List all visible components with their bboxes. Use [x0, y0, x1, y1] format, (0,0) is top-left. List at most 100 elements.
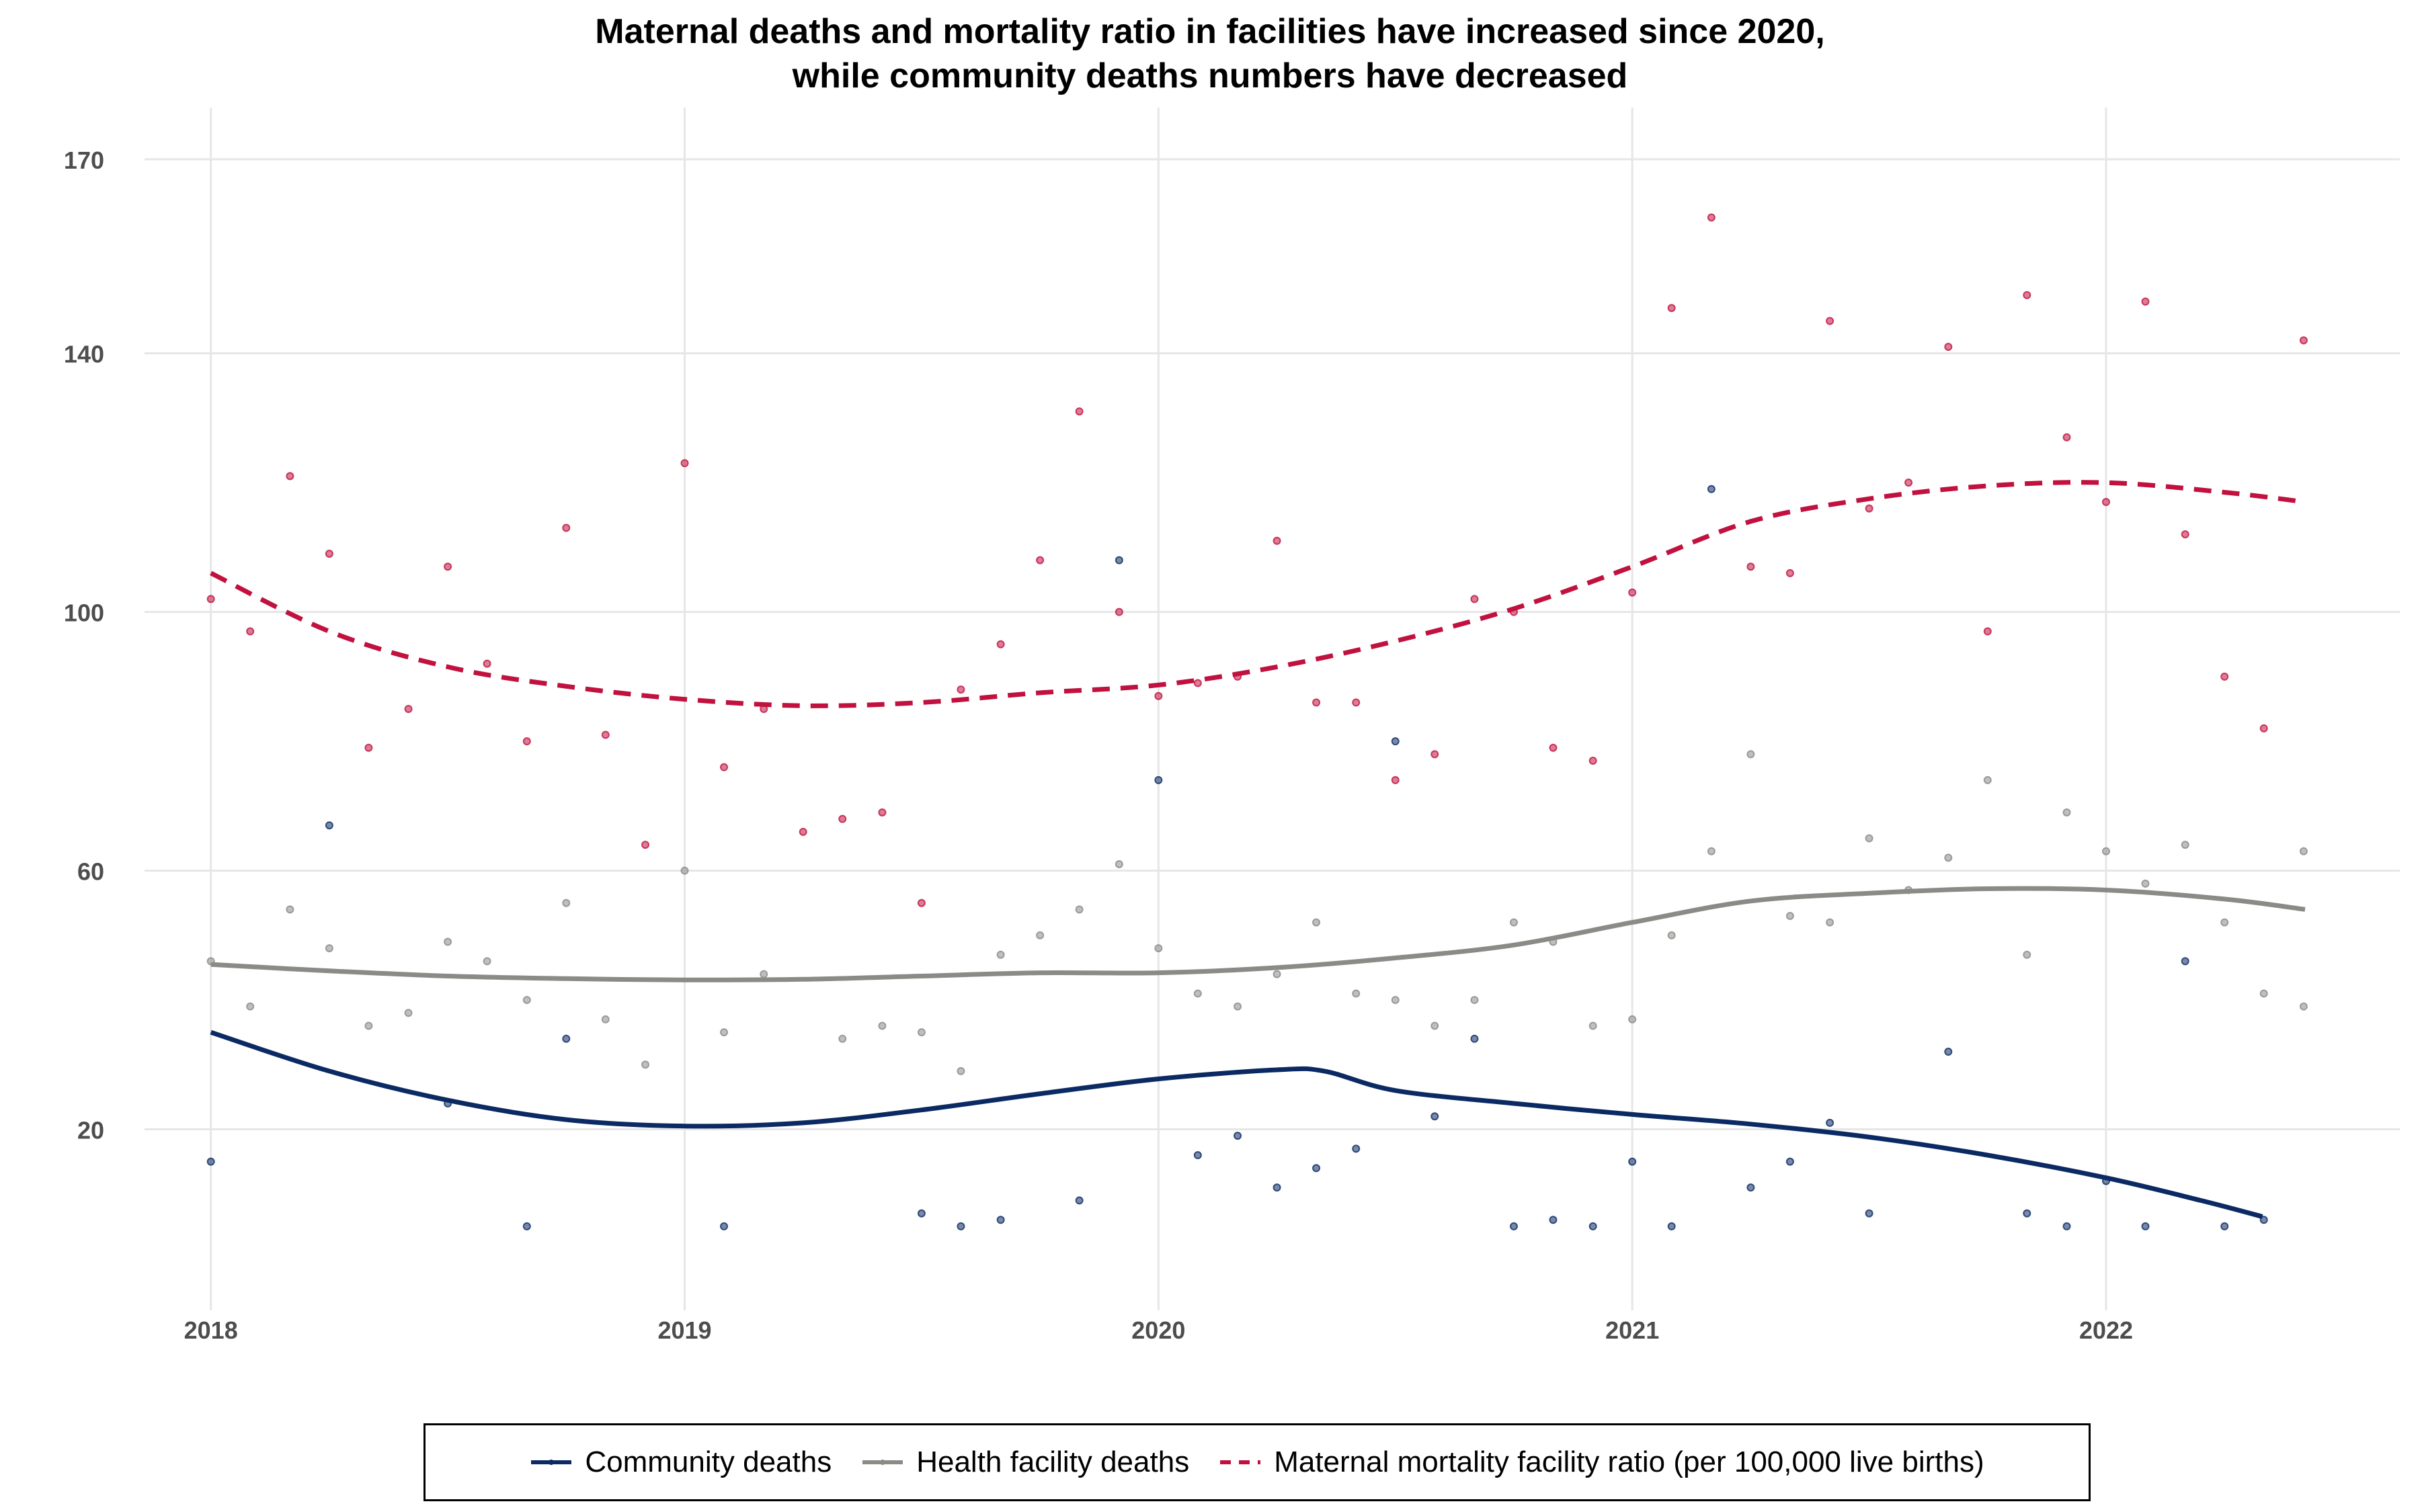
smooth-line-community-deaths [210, 1030, 2263, 1219]
point-health-facility-deaths-25 [1234, 1002, 1242, 1011]
point-community-deaths-29 [1865, 1209, 1873, 1218]
legend-key-community-deaths [531, 1460, 572, 1465]
point-maternal-mortality-facility-ratio-per-10-23 [1115, 607, 1123, 616]
point-community-deaths-0 [206, 1157, 215, 1166]
chart-title-line-1: Maternal deaths and mortality ratio in f… [595, 12, 1825, 51]
point-health-facility-deaths-45 [2023, 950, 2031, 959]
point-health-facility-deaths-52 [2299, 1002, 2308, 1011]
point-community-deaths-26 [1746, 1183, 1755, 1192]
point-health-facility-deaths-41 [1865, 834, 1873, 843]
y-tick-label-60: 60 [77, 858, 104, 886]
x-tick-label-2019: 2019 [657, 1316, 711, 1344]
point-health-facility-deaths-44 [1983, 775, 1992, 784]
chart-title-line-2: while community deaths numbers have decr… [792, 56, 1628, 95]
point-maternal-mortality-facility-ratio-per-10-31 [1430, 750, 1439, 759]
point-health-facility-deaths-40 [1826, 918, 1834, 927]
point-maternal-mortality-facility-ratio-per-10-36 [1628, 588, 1637, 597]
legend-key-maternal-mortality-ratio [1220, 1460, 1261, 1464]
point-community-deaths-17 [1391, 737, 1400, 746]
point-maternal-mortality-facility-ratio-per-10-38 [1707, 213, 1716, 222]
point-maternal-mortality-facility-ratio-per-10-9 [562, 523, 571, 532]
point-maternal-mortality-facility-ratio-per-10-20 [996, 640, 1005, 648]
point-health-facility-deaths-10 [601, 1015, 610, 1023]
point-maternal-mortality-facility-ratio-per-10-11 [641, 841, 650, 849]
x-tick-label-2022: 2022 [2079, 1316, 2133, 1344]
point-maternal-mortality-facility-ratio-per-10-39 [1746, 562, 1755, 571]
point-health-facility-deaths-38 [1746, 750, 1755, 759]
point-maternal-mortality-facility-ratio-per-10-19 [957, 685, 965, 694]
grid-layer [145, 108, 2400, 1310]
point-maternal-mortality-facility-ratio-per-10-40 [1785, 569, 1794, 577]
point-community-deaths-14 [1273, 1183, 1281, 1192]
point-health-facility-deaths-20 [1036, 931, 1045, 939]
point-health-facility-deaths-12 [680, 866, 689, 875]
point-community-deaths-3 [522, 1222, 531, 1230]
point-health-facility-deaths-9 [562, 898, 571, 907]
point-health-facility-deaths-37 [1707, 847, 1716, 855]
point-maternal-mortality-facility-ratio-per-10-18 [917, 898, 926, 907]
point-maternal-mortality-facility-ratio-per-10-12 [680, 459, 689, 468]
point-health-facility-deaths-31 [1470, 996, 1479, 1005]
legend-key-health-facility-deaths [862, 1460, 903, 1465]
point-community-deaths-35 [2181, 957, 2189, 966]
point-community-deaths-1 [325, 821, 333, 830]
point-maternal-mortality-facility-ratio-per-10-5 [404, 705, 413, 713]
point-health-facility-deaths-24 [1193, 989, 1202, 998]
point-health-facility-deaths-53 [2299, 847, 2308, 855]
legend-item-community-deaths: Community deaths [530, 1445, 832, 1479]
point-maternal-mortality-facility-ratio-per-10-52 [2259, 724, 2268, 732]
point-health-facility-deaths-39 [1785, 911, 1794, 920]
point-maternal-mortality-facility-ratio-per-10-1 [246, 627, 255, 636]
point-community-deaths-30 [1944, 1048, 1953, 1056]
point-community-deaths-4 [562, 1034, 571, 1043]
point-maternal-mortality-facility-ratio-per-10-34 [1549, 743, 1558, 752]
point-health-facility-deaths-49 [2181, 841, 2189, 849]
point-health-facility-deaths-6 [444, 937, 452, 946]
point-community-deaths-7 [957, 1222, 965, 1230]
point-health-facility-deaths-16 [878, 1021, 887, 1030]
point-health-facility-deaths-26 [1273, 970, 1281, 978]
point-maternal-mortality-facility-ratio-per-10-2 [286, 472, 294, 480]
point-community-deaths-37 [2259, 1216, 2268, 1224]
point-health-facility-deaths-36 [1667, 931, 1676, 939]
point-health-facility-deaths-50 [2220, 918, 2229, 927]
point-community-deaths-12 [1193, 1151, 1202, 1160]
point-maternal-mortality-facility-ratio-per-10-27 [1273, 536, 1281, 545]
point-community-deaths-11 [1154, 775, 1163, 784]
point-community-deaths-34 [2141, 1222, 2150, 1230]
legend-item-maternal-mortality-ratio: Maternal mortality facility ratio (per 1… [1219, 1445, 1984, 1479]
point-health-facility-deaths-18 [957, 1066, 965, 1075]
point-health-facility-deaths-3 [325, 944, 333, 953]
point-health-facility-deaths-27 [1312, 918, 1321, 927]
legend-item-health-facility-deaths: Health facility deaths [861, 1445, 1189, 1479]
point-maternal-mortality-facility-ratio-per-10-15 [799, 827, 807, 836]
point-community-deaths-19 [1470, 1034, 1479, 1043]
point-health-facility-deaths-4 [364, 1021, 373, 1030]
point-health-facility-deaths-34 [1588, 1021, 1597, 1030]
point-community-deaths-24 [1667, 1222, 1676, 1230]
point-community-deaths-16 [1352, 1144, 1361, 1153]
smooth-line-health-facility-deaths [210, 886, 2306, 982]
point-maternal-mortality-facility-ratio-per-10-43 [1904, 478, 1913, 487]
legend-label-maternal-mortality-ratio: Maternal mortality facility ratio (per 1… [1274, 1445, 1984, 1478]
points-layer [206, 213, 2308, 1230]
point-health-facility-deaths-35 [1628, 1015, 1637, 1023]
point-community-deaths-25 [1707, 485, 1716, 493]
point-maternal-mortality-facility-ratio-per-10-28 [1312, 698, 1321, 707]
point-health-facility-deaths-11 [641, 1060, 650, 1069]
point-maternal-mortality-facility-ratio-per-10-44 [1944, 343, 1953, 351]
point-health-facility-deaths-21 [1075, 905, 1084, 914]
y-tick-label-170: 170 [64, 146, 104, 174]
point-community-deaths-6 [917, 1209, 926, 1218]
point-health-facility-deaths-28 [1352, 989, 1361, 998]
point-maternal-mortality-facility-ratio-per-10-29 [1352, 698, 1361, 707]
point-maternal-mortality-facility-ratio-per-10-10 [601, 730, 610, 739]
point-community-deaths-22 [1588, 1222, 1597, 1230]
point-community-deaths-28 [1826, 1118, 1834, 1127]
point-maternal-mortality-facility-ratio-per-10-41 [1826, 317, 1834, 325]
point-community-deaths-15 [1312, 1164, 1321, 1173]
point-maternal-mortality-facility-ratio-per-10-13 [720, 763, 729, 771]
point-health-facility-deaths-29 [1391, 996, 1400, 1005]
point-maternal-mortality-facility-ratio-per-10-48 [2102, 498, 2111, 507]
point-maternal-mortality-facility-ratio-per-10-6 [444, 562, 452, 571]
